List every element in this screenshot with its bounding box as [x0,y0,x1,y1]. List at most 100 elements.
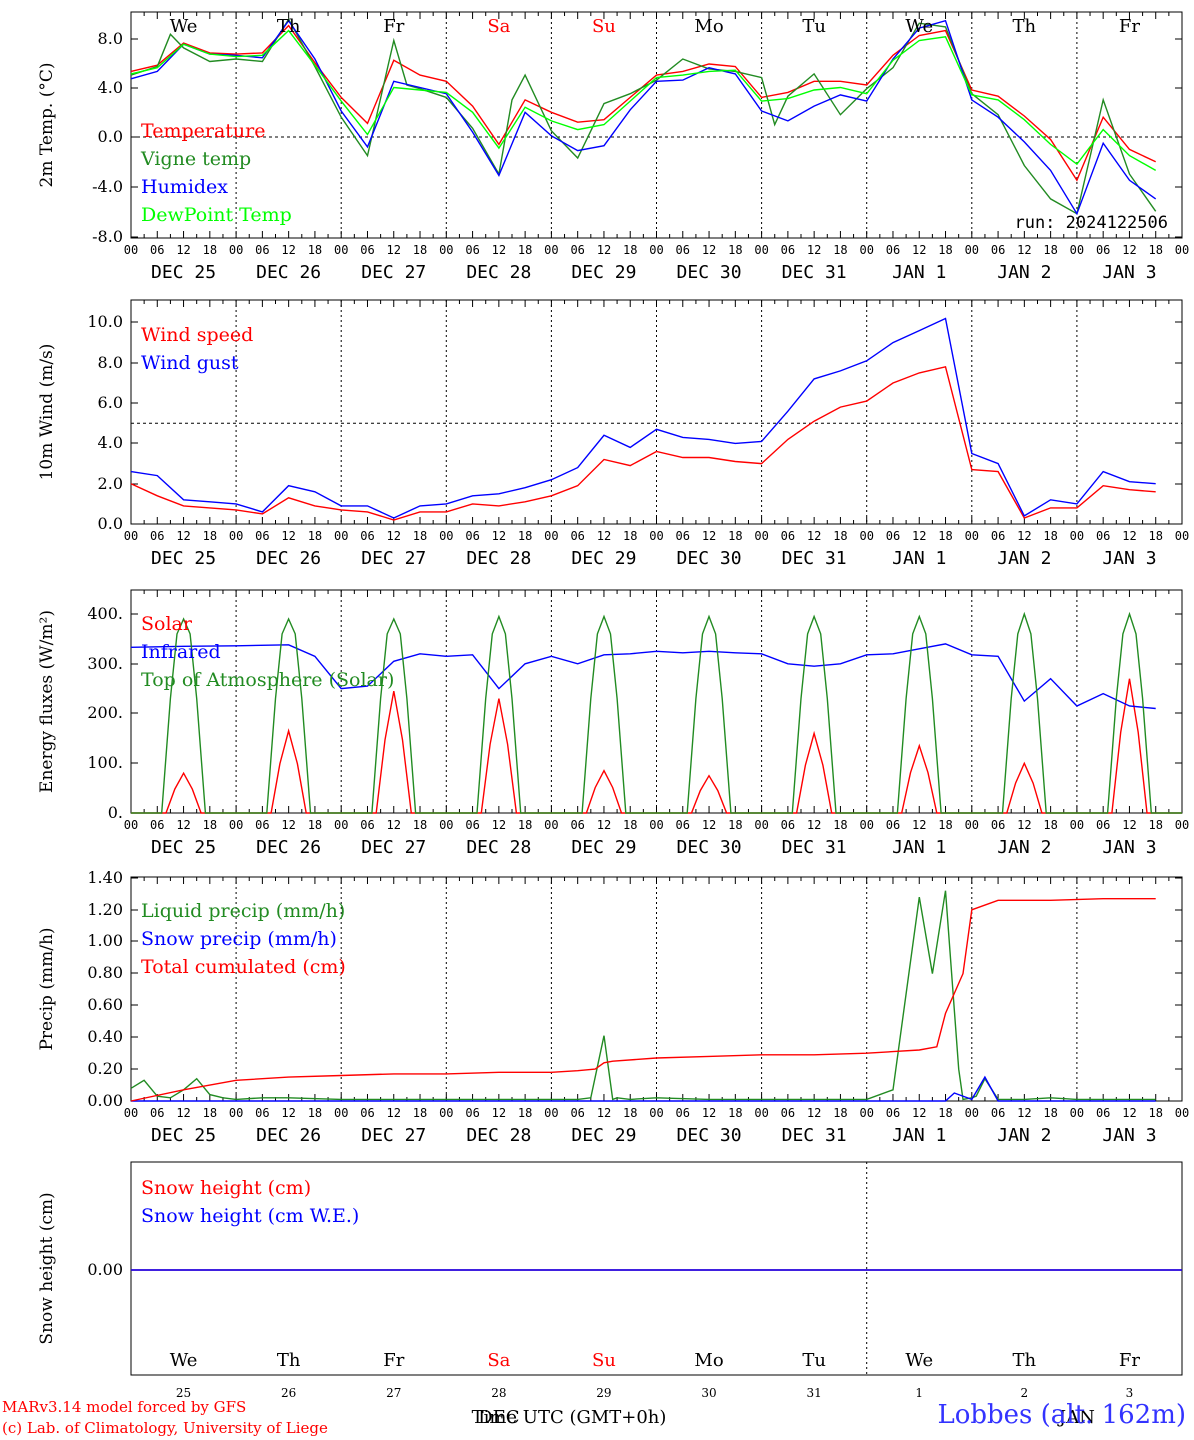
hour-tick-label: 18 [1148,529,1162,543]
day-number: 25 [176,1386,191,1400]
hour-tick-label: 18 [308,529,322,543]
date-label: DEC 27 [361,1125,426,1146]
date-label: DEC 25 [151,262,216,283]
hour-tick-label: 12 [912,818,926,832]
series-top-of-atmosphere-solar- [131,611,1182,814]
hour-tick-label: 00 [334,529,348,543]
legend-humidex: Humidex [141,176,228,198]
date-label: JAN 1 [892,262,946,283]
hour-tick-label: 12 [281,529,295,543]
hour-tick-label: 00 [229,1106,243,1120]
hour-tick-label: 12 [597,818,611,832]
hour-tick-label: 00 [1070,1106,1084,1120]
hour-tick-label: 06 [676,529,690,543]
hour-tick-label: 18 [1148,1106,1162,1120]
hour-tick-label: 00 [334,1106,348,1120]
hour-tick-label: 00 [124,529,138,543]
hour-tick-label: 00 [965,529,979,543]
series-wind-gust [130,317,1156,519]
hour-tick-label: 06 [676,818,690,832]
hour-tick-label: 18 [413,1106,427,1120]
weekday-label: We [170,1350,198,1371]
hour-tick-label: 12 [176,1106,190,1120]
date-label: JAN 1 [892,548,946,569]
hour-tick-label: 12 [281,1106,295,1120]
legend-dewpoint-temp: DewPoint Temp [141,204,292,226]
panel-5: 0.00 Snow height (cm) Snow height (cm) Snow… [37,1161,1183,1376]
hour-tick-label: 06 [676,243,690,257]
y-tick-label: 0.0 [98,127,123,146]
y-tick-label: 8.0 [98,353,123,372]
hour-tick-label: 12 [1017,529,1031,543]
hour-tick-label: 12 [492,1106,506,1120]
legend-snow-precip-mm-h-: Snow precip (mm/h) [141,928,337,950]
y-tick-label: 1.40 [87,868,123,887]
y-tick-label: 10.0 [87,312,123,331]
hour-tick-label: 06 [360,243,374,257]
legend-liquid-precip-mm-h-: Liquid precip (mm/h) [141,900,345,922]
y-tick-label: 0.20 [87,1059,123,1078]
date-label: DEC 29 [571,548,636,569]
hour-tick-label: 12 [807,1106,821,1120]
hour-tick-label: 18 [623,1106,637,1120]
hour-tick-label: 18 [518,818,532,832]
legend-solar: Solar [141,613,193,635]
hour-tick-label: 06 [465,529,479,543]
hour-tick-label: 00 [754,1106,768,1120]
weekday-label: Th [1013,16,1037,37]
series-vigne-temp [130,18,1157,215]
hour-tick-label: 00 [859,1106,873,1120]
weekday-label: Fr [383,16,404,37]
hour-tick-label: 12 [387,818,401,832]
hour-tick-label: 00 [649,529,663,543]
hour-tick-label: 06 [781,1106,795,1120]
legend-wind-speed: Wind speed [141,324,253,346]
hour-tick-label: 00 [754,243,768,257]
hour-tick-label: 18 [833,243,847,257]
date-label: DEC 26 [256,1125,321,1146]
month-label: JAN [1057,1407,1095,1428]
date-label: JAN 2 [997,1125,1051,1146]
weekday-label: Th [277,16,301,37]
date-label: DEC 27 [361,548,426,569]
hour-tick-label: 12 [492,529,506,543]
hour-tick-label: 18 [938,1106,952,1120]
hour-tick-label: 12 [597,243,611,257]
hour-tick-label: 06 [150,243,164,257]
weekday-label: Sa [487,1350,510,1371]
hour-tick-label: 18 [308,1106,322,1120]
panel-4: 1.40 1.20 1.00 0.80 0.60 0.40 0.20 0.00 Precip (… [37,868,1189,1146]
date-label: JAN 3 [1102,1125,1156,1146]
hour-tick-label: 06 [150,1106,164,1120]
hour-tick-label: 18 [938,529,952,543]
day-number: 28 [491,1386,506,1400]
y-tick-label: 0.00 [87,1091,123,1110]
hour-tick-label: 12 [281,818,295,832]
hour-tick-label: 00 [544,1106,558,1120]
hour-tick-label: 12 [387,529,401,543]
hour-tick-label: 00 [1070,243,1084,257]
hour-tick-label: 00 [859,818,873,832]
legend-wind-gust: Wind gust [141,352,239,374]
hour-tick-label: 00 [124,243,138,257]
hour-tick-label: 18 [623,243,637,257]
hour-tick-label: 12 [912,243,926,257]
hour-tick-label: 18 [938,818,952,832]
hour-tick-label: 12 [1017,243,1031,257]
date-label: DEC 26 [256,548,321,569]
hour-tick-label: 06 [360,1106,374,1120]
hour-tick-label: 00 [965,1106,979,1120]
hour-tick-label: 00 [439,818,453,832]
date-label: DEC 30 [677,837,742,858]
day-number: 3 [1126,1386,1134,1400]
y-tick-label: 0.00 [87,1260,123,1279]
hour-tick-label: 00 [1175,243,1189,257]
weekday-label: Fr [383,1350,404,1371]
hour-tick-label: 00 [229,243,243,257]
legend-infrared: Infrared [141,641,221,663]
hour-tick-label: 06 [886,529,900,543]
y-tick-label: 1.20 [87,900,123,919]
hour-tick-label: 18 [728,243,742,257]
hour-tick-label: 06 [991,243,1005,257]
y-tick-label: 400. [87,604,123,623]
